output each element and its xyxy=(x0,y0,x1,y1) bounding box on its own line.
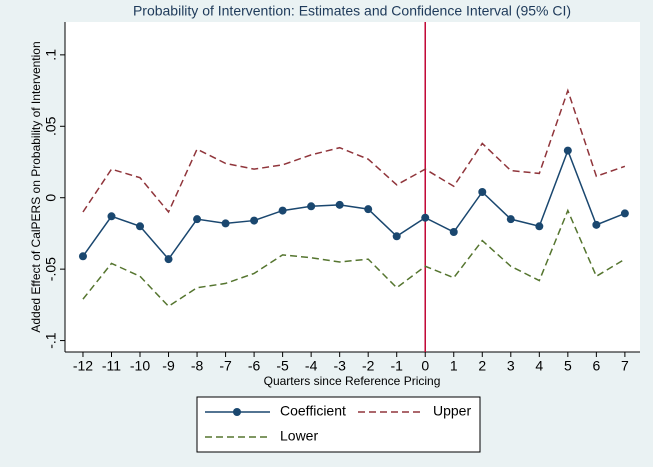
legend-label: Upper xyxy=(433,403,471,419)
y-axis-title: Added Effect of CalPERS on Probability o… xyxy=(29,41,43,332)
legend xyxy=(196,396,481,453)
chart-title: Probability of Intervention: Estimates a… xyxy=(133,3,571,19)
data-point xyxy=(107,212,116,221)
x-tick-label: -7 xyxy=(219,358,232,374)
x-tick-label: -4 xyxy=(305,358,318,374)
x-tick-label: -6 xyxy=(248,358,261,374)
x-tick-label: 6 xyxy=(592,358,600,374)
x-tick-label: 3 xyxy=(507,358,515,374)
data-point xyxy=(478,188,487,196)
y-tick-label: 0 xyxy=(43,194,59,202)
data-point xyxy=(78,252,87,261)
x-tick-label: 1 xyxy=(450,358,458,374)
data-point xyxy=(164,255,173,264)
x-axis-title: Quarters since Reference Pricing xyxy=(264,374,441,388)
data-point xyxy=(535,222,544,231)
series-line xyxy=(82,148,626,261)
data-point xyxy=(449,228,458,236)
legend-marker xyxy=(233,408,241,416)
x-tick-label: 5 xyxy=(564,358,572,374)
x-tick-label: -5 xyxy=(276,358,289,374)
x-tick-label: -9 xyxy=(162,358,175,374)
data-point xyxy=(193,215,202,224)
series-line xyxy=(82,208,626,308)
legend-label: Coefficient xyxy=(280,403,346,419)
data-point xyxy=(335,200,344,209)
x-tick-label: 2 xyxy=(478,358,486,374)
x-tick-label: -8 xyxy=(191,358,204,374)
data-point xyxy=(250,216,259,225)
y-tick-label: -.05 xyxy=(43,257,59,281)
y-tick-label: -.1 xyxy=(43,332,59,349)
data-point xyxy=(506,215,515,224)
data-point xyxy=(221,219,230,228)
x-tick-label: 4 xyxy=(535,358,543,374)
x-tick-label: -12 xyxy=(73,358,93,374)
x-tick-label: 0 xyxy=(421,358,429,374)
data-point xyxy=(278,206,287,215)
data-point xyxy=(592,220,601,229)
plot-area xyxy=(65,22,640,352)
x-tick-label: -1 xyxy=(390,358,403,374)
legend-label: Lower xyxy=(280,428,318,444)
y-tick-label: .1 xyxy=(43,49,59,61)
data-point xyxy=(421,213,430,222)
x-tick-label: -2 xyxy=(362,358,375,374)
data-point xyxy=(307,202,316,211)
x-tick-label: 7 xyxy=(621,358,629,374)
y-tick-label: .05 xyxy=(43,116,59,136)
data-point xyxy=(563,146,572,155)
data-point xyxy=(392,232,401,241)
data-point xyxy=(620,209,629,218)
x-tick-label: -10 xyxy=(130,358,150,374)
data-point xyxy=(364,205,373,214)
x-tick-label: -3 xyxy=(333,358,346,374)
x-tick-label: -11 xyxy=(102,358,121,374)
data-point xyxy=(136,222,145,231)
series-line xyxy=(82,88,626,214)
